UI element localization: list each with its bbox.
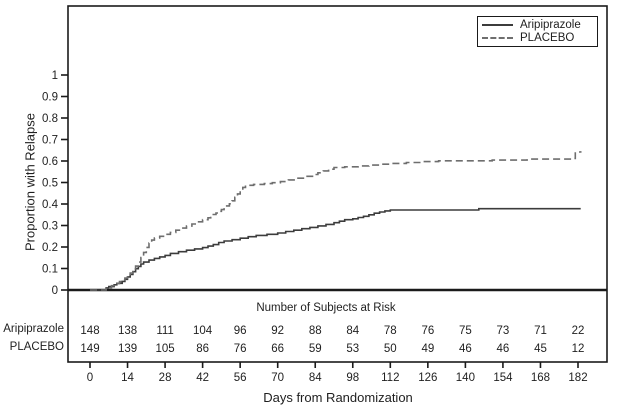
legend-label-aripiprazole: Aripiprazole bbox=[520, 18, 581, 31]
risk-count: 84 bbox=[346, 325, 359, 337]
risk-count: 59 bbox=[309, 343, 322, 355]
y-axis-title: Proportion with Relapse bbox=[22, 112, 38, 252]
x-tick-label: 42 bbox=[196, 372, 209, 384]
legend-label-placebo: PLACEBO bbox=[520, 32, 575, 45]
x-tick-label: 126 bbox=[418, 372, 437, 384]
risk-count: 22 bbox=[572, 325, 585, 337]
risk-count: 50 bbox=[384, 343, 397, 355]
y-tick-label: 0.8 bbox=[42, 113, 58, 125]
y-tick-label: 0.2 bbox=[42, 242, 58, 254]
y-tick-label: 0.5 bbox=[42, 178, 58, 190]
risk-count: 66 bbox=[271, 343, 284, 355]
risk-count: 71 bbox=[534, 325, 547, 337]
risk-count: 12 bbox=[572, 343, 585, 355]
x-tick-label: 140 bbox=[456, 372, 475, 384]
x-tick-label: 0 bbox=[87, 372, 93, 384]
series-curve-aripiprazole bbox=[90, 207, 581, 291]
x-tick-label: 154 bbox=[493, 372, 513, 384]
risk-count: 104 bbox=[193, 325, 213, 337]
risk-count: 45 bbox=[534, 343, 547, 355]
risk-count: 148 bbox=[80, 325, 99, 337]
y-tick-label: 0.9 bbox=[42, 92, 58, 104]
risk-count: 75 bbox=[459, 325, 472, 337]
risk-count: 86 bbox=[196, 343, 209, 355]
risk-count: 78 bbox=[384, 325, 397, 337]
risk-count: 73 bbox=[497, 325, 510, 337]
x-tick-label: 14 bbox=[121, 372, 134, 384]
legend-box: Aripiprazole PLACEBO bbox=[477, 16, 598, 47]
x-axis-title: Days from Randomization bbox=[263, 390, 413, 405]
y-tick-label: 0.3 bbox=[42, 221, 58, 233]
risk-count: 96 bbox=[234, 325, 247, 337]
risk-count: 76 bbox=[421, 325, 434, 337]
risk-count: 111 bbox=[156, 325, 173, 337]
dashed-line-sample-icon bbox=[482, 37, 513, 40]
x-tick-label: 98 bbox=[346, 372, 359, 384]
x-tick-label: 28 bbox=[159, 372, 172, 384]
y-tick-label: 0.6 bbox=[42, 156, 58, 168]
x-tick-label: 70 bbox=[271, 372, 284, 384]
risk-row-label-placebo: PLACEBO bbox=[9, 341, 64, 353]
x-tick-label: 56 bbox=[234, 372, 247, 384]
risk-count: 138 bbox=[118, 325, 137, 337]
risk-count: 46 bbox=[497, 343, 510, 355]
plot-frame bbox=[67, 5, 608, 363]
x-tick-label: 168 bbox=[531, 372, 550, 384]
x-tick-label: 182 bbox=[568, 372, 587, 384]
x-tick-label: 84 bbox=[309, 372, 322, 384]
legend-item-placebo: PLACEBO bbox=[482, 32, 593, 46]
risk-count: 53 bbox=[346, 343, 359, 355]
series-curve-placebo bbox=[90, 151, 582, 291]
y-tick-label: 0.4 bbox=[42, 199, 59, 211]
risk-count: 92 bbox=[271, 325, 284, 337]
risk-count: 88 bbox=[309, 325, 322, 337]
risk-count: 76 bbox=[234, 343, 247, 355]
y-tick-label: 0.1 bbox=[42, 264, 58, 276]
risk-count: 139 bbox=[118, 343, 137, 355]
legend-item-aripiprazole: Aripiprazole bbox=[482, 18, 593, 32]
y-tick-label: 1 bbox=[52, 70, 58, 82]
x-tick-label: 112 bbox=[381, 372, 399, 384]
y-tick-label: 0.7 bbox=[42, 135, 58, 147]
risk-count: 49 bbox=[421, 343, 434, 355]
risk-row-label-aripiprazole: Aripiprazole bbox=[3, 323, 64, 335]
risk-table-title: Number of Subjects at Risk bbox=[256, 302, 396, 314]
risk-count: 46 bbox=[459, 343, 472, 355]
solid-line-sample-icon bbox=[482, 23, 513, 26]
risk-count: 105 bbox=[155, 343, 174, 355]
risk-count: 149 bbox=[80, 343, 99, 355]
y-tick-label: 0 bbox=[52, 285, 58, 297]
